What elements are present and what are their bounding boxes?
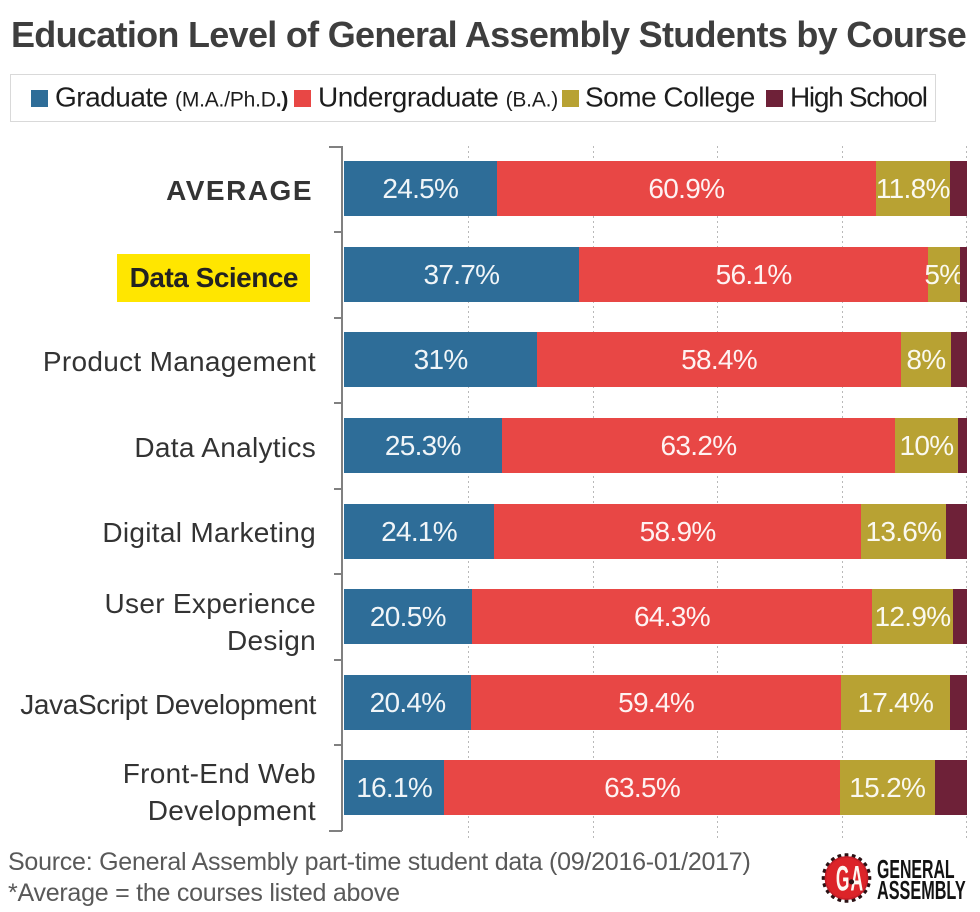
svg-text:GENERAL: GENERAL bbox=[877, 855, 955, 884]
svg-text:GA: GA bbox=[836, 859, 864, 898]
svg-text:ASSEMBLY: ASSEMBLY bbox=[877, 876, 966, 905]
